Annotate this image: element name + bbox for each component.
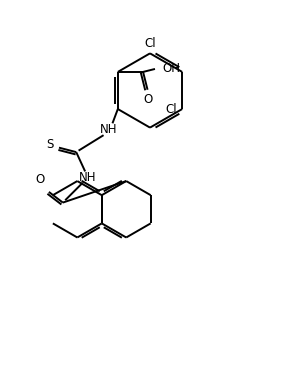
Text: O: O	[143, 93, 152, 106]
Text: NH: NH	[80, 171, 97, 184]
Text: S: S	[46, 138, 54, 151]
Text: O: O	[36, 173, 45, 186]
Text: Cl: Cl	[165, 102, 177, 116]
Text: NH: NH	[100, 123, 118, 137]
Text: Cl: Cl	[144, 37, 156, 50]
Text: OH: OH	[162, 62, 180, 76]
